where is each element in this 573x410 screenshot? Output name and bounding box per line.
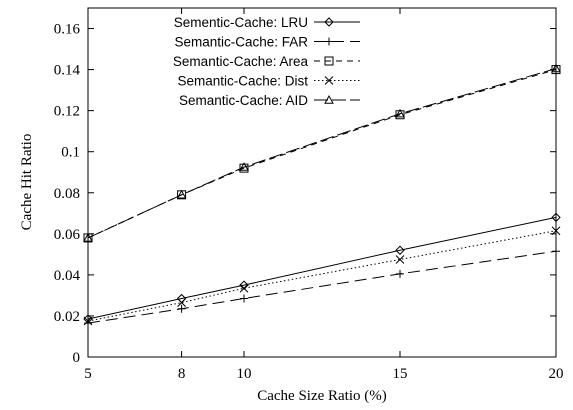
data-point bbox=[240, 294, 248, 303]
legend-marker bbox=[324, 76, 334, 85]
series-line bbox=[87, 69, 557, 239]
legend-label: Sementic-Cache: LRU bbox=[174, 15, 308, 30]
series-semantic-cache-dist bbox=[83, 226, 561, 326]
data-point bbox=[239, 283, 249, 293]
legend-item: Sementic-Cache: LRU bbox=[174, 15, 360, 30]
plot-frame bbox=[87, 7, 557, 358]
data-point bbox=[83, 232, 93, 242]
x-tick-label: 20 bbox=[549, 366, 564, 382]
legend-marker bbox=[324, 56, 334, 66]
data-point bbox=[177, 304, 186, 313]
y-tick-label: 0.06 bbox=[54, 227, 81, 243]
legend-item: Semantic-Cache: FAR bbox=[174, 35, 360, 50]
data-point bbox=[551, 63, 561, 73]
y-tick-label: 0.1 bbox=[61, 145, 80, 161]
data-point bbox=[551, 226, 561, 236]
y-tick-label: 0.16 bbox=[54, 22, 81, 38]
legend-label: Semantic-Cache: Area bbox=[173, 54, 309, 69]
legend-label: Semantic-Cache: AID bbox=[179, 93, 308, 108]
axis-ticks: 0 0.02 0.04 0.06 0.08 0.1 0.12 0.14 0.16 5 8 10 15 20 bbox=[54, 8, 564, 382]
legend-label: Semantic-Cache: Dist bbox=[177, 74, 308, 89]
series-semantic-cache-aid bbox=[83, 63, 561, 242]
legend-item: Semantic-Cache: AID bbox=[179, 93, 360, 108]
legend-marker bbox=[325, 37, 333, 46]
data-point bbox=[396, 269, 404, 278]
data-point bbox=[239, 162, 249, 171]
y-tick-label: 0.08 bbox=[54, 186, 80, 202]
y-tick-label: 0 bbox=[73, 350, 81, 366]
legend-item: Semantic-Cache: Dist bbox=[177, 74, 360, 89]
data-point bbox=[177, 298, 186, 307]
data-point bbox=[395, 108, 405, 118]
data-point bbox=[176, 189, 187, 199]
y-tick-label: 0.14 bbox=[54, 63, 81, 79]
legend-item: Semantic-Cache: Area bbox=[173, 54, 360, 69]
x-tick-label: 10 bbox=[237, 366, 252, 382]
legend-label: Semantic-Cache: FAR bbox=[174, 35, 308, 50]
y-tick-label: 0.04 bbox=[54, 268, 81, 284]
series-semantic-cache-far bbox=[84, 247, 560, 328]
series-semantic-cache-area bbox=[83, 65, 561, 243]
series-sementic-cache-lru bbox=[83, 212, 561, 324]
x-tick-label: 15 bbox=[393, 366, 408, 382]
series-line bbox=[87, 250, 557, 324]
data-point bbox=[239, 280, 249, 290]
x-tick-label: 8 bbox=[178, 366, 186, 382]
data-point bbox=[551, 212, 561, 223]
x-axis-title: Cache Size Ratio (%) bbox=[257, 388, 387, 404]
data-point bbox=[395, 255, 405, 264]
legend-marker bbox=[324, 94, 334, 104]
y-axis-title: Cache Hit Ratio bbox=[19, 134, 35, 231]
data-point bbox=[552, 247, 560, 256]
y-tick-label: 0.12 bbox=[54, 104, 80, 120]
series-line bbox=[87, 68, 557, 239]
legend-marker bbox=[324, 17, 334, 27]
series-line bbox=[87, 230, 557, 322]
x-tick-label: 5 bbox=[84, 366, 92, 382]
data-point bbox=[395, 245, 405, 255]
legend: Sementic-Cache: LRU Semantic-Cache: FAR Se… bbox=[173, 15, 360, 108]
series-line bbox=[87, 216, 557, 320]
data-point bbox=[83, 316, 93, 326]
y-tick-label: 0.02 bbox=[54, 309, 80, 325]
series-layer bbox=[83, 63, 561, 328]
